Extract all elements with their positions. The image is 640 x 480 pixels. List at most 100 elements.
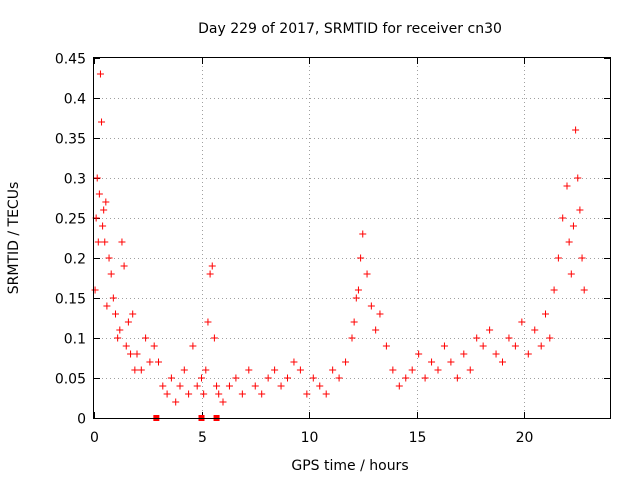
x-tick-label: 15 xyxy=(409,430,427,446)
data-point xyxy=(264,374,272,382)
data-point xyxy=(550,286,558,294)
data-point xyxy=(146,358,154,366)
data-point xyxy=(453,374,461,382)
data-point xyxy=(352,294,360,302)
data-point xyxy=(486,326,494,334)
data-point xyxy=(479,342,487,350)
data-point xyxy=(133,350,141,358)
data-point xyxy=(537,342,545,350)
data-point xyxy=(180,366,188,374)
data-point xyxy=(122,342,130,350)
data-point xyxy=(215,390,223,398)
data-point xyxy=(98,118,106,126)
data-point xyxy=(518,318,526,326)
data-point xyxy=(434,366,442,374)
y-tick-label: 0.2 xyxy=(64,252,86,268)
data-point xyxy=(382,342,390,350)
data-point xyxy=(466,366,474,374)
x-tick-label: 20 xyxy=(516,430,534,446)
data-point xyxy=(107,270,115,278)
data-point xyxy=(395,382,403,390)
data-point xyxy=(94,238,102,246)
y-tick-label: 0.45 xyxy=(55,52,86,68)
data-point xyxy=(350,318,358,326)
data-point xyxy=(100,206,108,214)
y-tick-label: 0.4 xyxy=(64,92,86,108)
chart-title: Day 229 of 2017, SRMTID for receiver cn3… xyxy=(198,21,502,37)
data-point xyxy=(213,382,221,390)
data-point xyxy=(542,310,549,318)
data-point xyxy=(116,326,124,334)
data-point xyxy=(440,342,448,350)
data-point xyxy=(238,390,246,398)
data-point xyxy=(120,262,128,270)
data-point xyxy=(342,358,350,366)
data-point xyxy=(511,342,519,350)
data-point xyxy=(258,390,266,398)
data-point xyxy=(101,238,109,246)
data-point xyxy=(354,286,362,294)
data-point xyxy=(137,366,145,374)
plot-frame xyxy=(93,57,611,419)
data-point xyxy=(93,174,101,182)
data-point xyxy=(167,374,175,382)
data-point xyxy=(402,374,410,382)
data-point xyxy=(284,374,291,382)
data-point xyxy=(335,374,343,382)
data-point xyxy=(329,366,337,374)
data-point xyxy=(565,238,573,246)
y-tick-label: 0.3 xyxy=(64,172,86,188)
data-point xyxy=(499,358,506,366)
data-point xyxy=(569,222,577,230)
data-point xyxy=(415,350,423,358)
data-point xyxy=(559,214,567,222)
data-point xyxy=(109,294,117,302)
data-point xyxy=(505,334,513,342)
data-point xyxy=(428,358,436,366)
x-tick-label: 10 xyxy=(301,430,319,446)
data-point xyxy=(102,198,110,206)
data-point xyxy=(473,334,481,342)
y-axis-label: SRMTID / TECUs xyxy=(6,182,22,295)
data-point xyxy=(574,174,582,182)
data-point xyxy=(578,254,586,262)
data-point xyxy=(546,334,554,342)
data-point xyxy=(567,270,575,278)
y-tick-label: 0.25 xyxy=(55,212,86,228)
data-point xyxy=(142,334,150,342)
data-point xyxy=(99,222,107,230)
data-point xyxy=(531,326,539,334)
x-axis-label: GPS time / hours xyxy=(291,458,408,474)
ticks: 0 0.05 0.1 0.15 0.2 0.25 0.3 0.35 0.4 0.45 0 5 10 15 2… xyxy=(55,52,610,446)
data-point xyxy=(225,382,233,390)
data-point xyxy=(572,126,580,134)
data-point xyxy=(206,270,214,278)
data-point xyxy=(105,254,113,262)
data-point xyxy=(359,230,367,238)
data-point xyxy=(155,358,162,366)
data-point xyxy=(316,382,324,390)
data-point xyxy=(357,254,365,262)
data-point xyxy=(563,182,571,190)
data-point xyxy=(580,286,588,294)
data-point xyxy=(95,190,103,198)
data-point xyxy=(421,374,429,382)
y-tick-label: 0.35 xyxy=(55,132,86,148)
data-point xyxy=(389,366,397,374)
grid xyxy=(94,58,610,418)
data-point xyxy=(376,310,384,318)
data-point xyxy=(576,206,584,214)
data-point xyxy=(322,390,330,398)
data-point xyxy=(460,350,468,358)
data-point xyxy=(232,374,240,382)
data-point xyxy=(150,342,158,350)
data-points xyxy=(91,70,588,421)
data-point xyxy=(277,382,285,390)
data-point xyxy=(124,318,132,326)
x-tick-label: 0 xyxy=(90,430,99,446)
data-point xyxy=(492,350,500,358)
data-point xyxy=(172,398,180,406)
data-point xyxy=(210,334,218,342)
data-point xyxy=(554,254,562,262)
